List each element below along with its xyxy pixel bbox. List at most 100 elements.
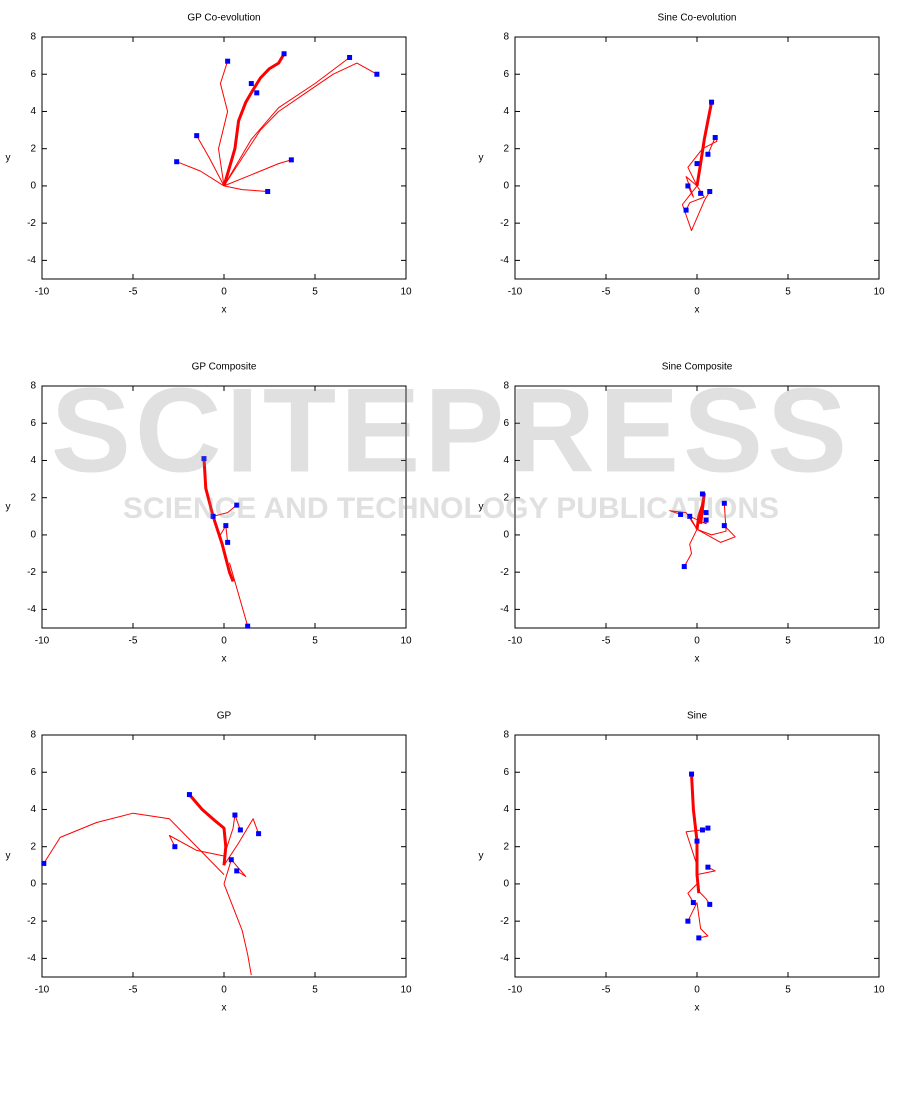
y-tick-label: -4	[500, 604, 509, 615]
x-tick-label: 10	[400, 636, 412, 647]
endpoint	[685, 183, 691, 189]
trajectory	[229, 562, 249, 627]
x-tick-label: 10	[873, 985, 885, 996]
y-tick-label: 8	[30, 730, 36, 741]
x-tick-label: -10	[35, 636, 50, 647]
trajectory	[687, 902, 698, 922]
x-tick-label: 10	[873, 636, 885, 647]
y-tick-label: 6	[30, 767, 36, 778]
watermark-title: SCITEPRESS	[51, 364, 851, 498]
endpoint	[678, 511, 684, 517]
endpoint	[712, 135, 718, 141]
y-tick-label: 6	[503, 418, 509, 429]
endpoint	[347, 54, 353, 60]
y-tick-label: 0	[30, 181, 36, 192]
x-axis-label: x	[695, 654, 700, 665]
y-axis-label: y	[6, 851, 11, 862]
x-tick-label: -10	[508, 287, 523, 298]
x-tick-label: 5	[312, 636, 318, 647]
y-axis-label: y	[479, 153, 484, 164]
endpoint	[681, 564, 687, 570]
endpoint	[699, 827, 705, 833]
endpoint	[245, 623, 251, 629]
endpoint	[194, 133, 200, 139]
y-tick-label: 8	[30, 381, 36, 392]
endpoint	[694, 161, 700, 167]
x-tick-label: 5	[785, 636, 791, 647]
chart-title: Sine Composite	[662, 362, 733, 373]
endpoint	[248, 81, 254, 87]
trajectory	[212, 504, 238, 532]
y-tick-label: -4	[500, 953, 509, 964]
x-tick-label: -5	[602, 287, 611, 298]
endpoint	[232, 812, 238, 818]
chart-title: GP Co-evolution	[187, 13, 260, 24]
trajectory	[223, 883, 252, 976]
endpoint	[698, 190, 704, 196]
endpoint	[210, 513, 216, 519]
endpoint	[223, 523, 229, 529]
endpoint	[172, 844, 178, 850]
trajectory	[690, 774, 701, 894]
trajectory	[222, 53, 286, 187]
trajectory	[687, 137, 718, 187]
trajectory	[188, 793, 228, 866]
endpoint	[201, 456, 207, 462]
endpoint	[256, 831, 262, 837]
trajectory	[696, 525, 736, 543]
x-tick-label: -10	[508, 636, 523, 647]
trajectory	[681, 185, 711, 232]
chart-title: Sine	[687, 711, 707, 722]
endpoint	[694, 838, 700, 844]
x-tick-label: -5	[602, 985, 611, 996]
endpoint	[699, 491, 705, 497]
y-tick-label: -2	[500, 218, 509, 229]
y-tick-label: 0	[503, 530, 509, 541]
endpoint	[687, 513, 693, 519]
y-tick-label: 4	[503, 804, 509, 815]
trajectory	[43, 812, 225, 875]
x-axis-label: x	[222, 654, 227, 665]
chart-title: GP	[217, 711, 232, 722]
endpoint	[705, 864, 711, 870]
x-tick-label: -5	[129, 985, 138, 996]
y-tick-label: 6	[30, 69, 36, 80]
trajectory	[685, 827, 709, 866]
y-tick-label: 8	[30, 32, 36, 43]
y-tick-label: 0	[30, 530, 36, 541]
y-tick-label: -2	[500, 916, 509, 927]
endpoint	[237, 827, 243, 833]
endpoint	[696, 935, 702, 941]
chart-title: Sine Co-evolution	[658, 13, 737, 24]
endpoint	[234, 502, 240, 508]
endpoint	[705, 825, 711, 831]
y-tick-label: 0	[503, 181, 509, 192]
endpoint	[689, 771, 695, 777]
x-tick-label: 5	[785, 985, 791, 996]
y-tick-label: 4	[503, 455, 509, 466]
trajectory	[223, 185, 268, 192]
x-tick-label: 0	[221, 636, 227, 647]
x-tick-label: 0	[694, 985, 700, 996]
trajectory	[223, 859, 247, 885]
y-tick-label: 2	[30, 492, 36, 503]
trajectory	[223, 814, 241, 857]
watermark-subtitle: SCIENCE AND TECHNOLOGY PUBLICATIONS	[123, 492, 779, 525]
x-tick-label: -10	[35, 985, 50, 996]
trajectory	[176, 161, 225, 187]
x-axis-label: x	[695, 305, 700, 316]
x-tick-label: 5	[312, 985, 318, 996]
y-tick-label: -4	[27, 255, 36, 266]
trajectory	[196, 135, 225, 187]
endpoint	[225, 539, 231, 545]
y-tick-label: 2	[503, 492, 509, 503]
endpoint	[288, 157, 294, 163]
y-tick-label: 8	[503, 730, 509, 741]
endpoint	[225, 58, 231, 64]
x-axis-label: x	[222, 305, 227, 316]
x-tick-label: 10	[873, 287, 885, 298]
y-tick-label: 2	[30, 143, 36, 154]
y-tick-label: -2	[27, 567, 36, 578]
y-tick-label: 0	[503, 879, 509, 890]
